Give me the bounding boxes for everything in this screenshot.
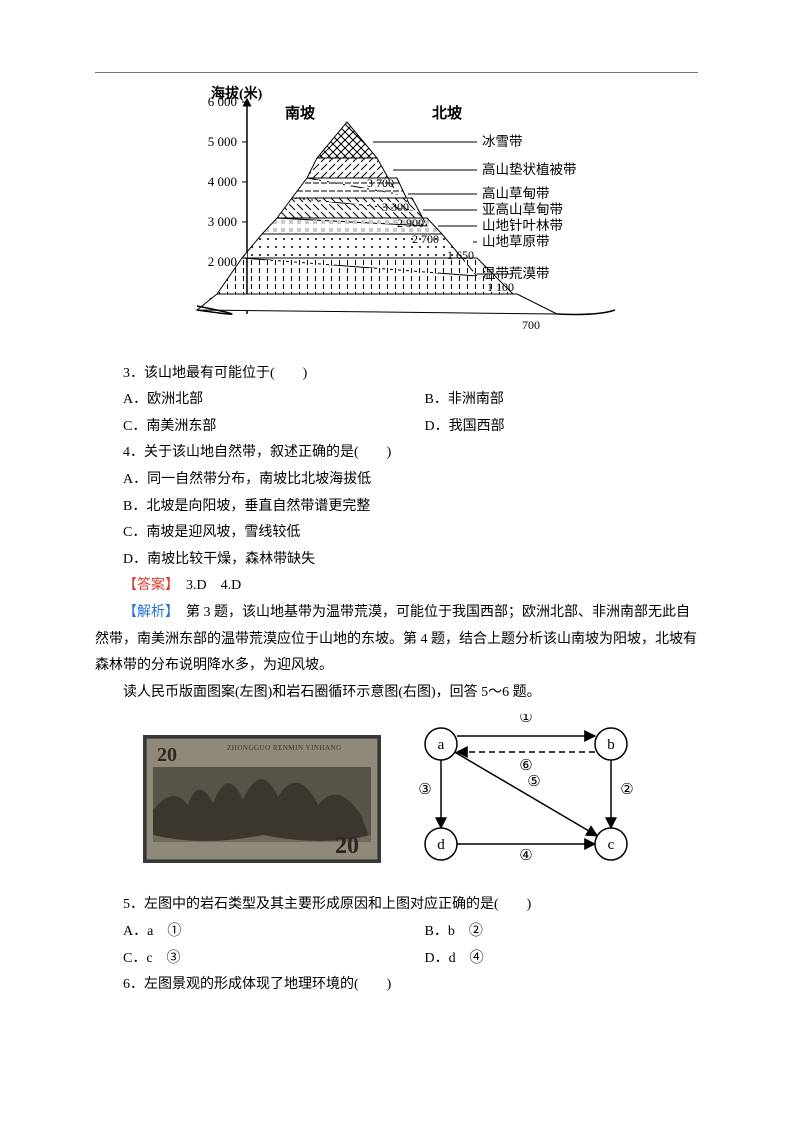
q5-opt-b: B．b ② <box>397 919 699 946</box>
q5-opt-c: C．c ③ <box>95 946 397 973</box>
svg-text:⑥: ⑥ <box>519 758 532 774</box>
svg-text:⑤: ⑤ <box>527 774 540 790</box>
q4-opt-b: B．北坡是向阳坡，垂直自然带谱更完整 <box>95 494 698 521</box>
svg-text:②: ② <box>620 782 633 798</box>
svg-text:2 900: 2 900 <box>397 216 424 230</box>
read-line: 读人民币版面图案(左图)和岩石圈循环示意图(右图)，回答 5～6 题。 <box>95 680 698 707</box>
analysis-block: 【解析】 第 3 题，该山地基带为温带荒漠，可能位于我国西部；欧洲北部、非洲南部… <box>95 600 698 680</box>
q3-opt-b: B．非洲南部 <box>397 387 699 414</box>
q5-opt-a: A．a ① <box>95 919 397 946</box>
svg-text:2 000: 2 000 <box>207 254 236 269</box>
q4-opt-d: D．南坡比较干燥，森林带缺失 <box>95 547 698 574</box>
svg-text:南坡: 南坡 <box>285 104 315 122</box>
svg-text:d: d <box>437 837 445 853</box>
q3-stem: 3．该山地最有可能位于( ) <box>95 361 698 388</box>
q4-stem: 4．关于该山地自然带，叙述正确的是( ) <box>95 440 698 467</box>
answer-line: 【答案】 3.D 4.D <box>95 573 698 600</box>
svg-text:ZHONGGUO RENMIN YINHANG: ZHONGGUO RENMIN YINHANG <box>227 744 342 752</box>
q6-stem: 6．左图景观的形成体现了地理环境的( ) <box>95 972 698 999</box>
svg-text:6 000: 6 000 <box>207 94 236 109</box>
q4-opt-c: C．南坡是迎风坡，雪线较低 <box>95 520 698 547</box>
q3-row1: A．欧洲北部 B．非洲南部 <box>95 387 698 414</box>
banknote-image: 20 ZHONGGUO RENMIN YINHANG 20 <box>143 735 381 863</box>
rock-cycle-diagram: ① ⑥ ② ③ ④ ⑤ a b d c <box>411 714 651 884</box>
q3-opt-c: C．南美洲东部 <box>95 414 397 441</box>
svg-text:④: ④ <box>519 848 532 864</box>
q5-stem: 5．左图中的岩石类型及其主要形成原因和上图对应正确的是( ) <box>95 892 698 919</box>
q5-opt-d: D．d ④ <box>397 946 699 973</box>
svg-text:冰雪带: 冰雪带 <box>482 134 523 149</box>
svg-text:亚高山草甸带: 亚高山草甸带 <box>482 201 563 217</box>
mountain-chart: 海拔(米)6 0005 0004 0003 0002 0001 000南坡北坡冰… <box>95 84 698 355</box>
answer-label: 【答案】 <box>123 578 172 593</box>
svg-text:3 000: 3 000 <box>207 214 236 229</box>
analysis-text: 第 3 题，该山地基带为温带荒漠，可能位于我国西部；欧洲北部、非洲南部无此自然带… <box>95 605 697 673</box>
mountain-chart-svg: 海拔(米)6 0005 0004 0003 0002 0001 000南坡北坡冰… <box>177 84 617 344</box>
q3-row2: C．南美洲东部 D．我国西部 <box>95 414 698 441</box>
svg-text:b: b <box>607 737 615 753</box>
svg-text:a: a <box>437 737 444 753</box>
svg-text:c: c <box>607 837 614 853</box>
svg-text:1 100: 1 100 <box>487 280 514 294</box>
svg-text:北坡: 北坡 <box>432 104 462 122</box>
page: 海拔(米)6 0005 0004 0003 0002 0001 000南坡北坡冰… <box>0 0 793 1122</box>
svg-text:3 700: 3 700 <box>367 176 394 190</box>
svg-text:高山草甸带: 高山草甸带 <box>482 185 550 201</box>
svg-text:③: ③ <box>418 782 431 798</box>
svg-text:山地针叶林带: 山地针叶林带 <box>482 218 563 233</box>
svg-text:20: 20 <box>157 744 177 766</box>
svg-text:3 300: 3 300 <box>382 200 409 214</box>
svg-text:温带荒漠带: 温带荒漠带 <box>482 266 550 281</box>
q3-opt-d: D．我国西部 <box>397 414 699 441</box>
q4-opt-a: A．同一自然带分布，南坡比北坡海拔低 <box>95 467 698 494</box>
q5-row2: C．c ③ D．d ④ <box>95 946 698 973</box>
q5-row1: A．a ① B．b ② <box>95 919 698 946</box>
svg-text:1 650: 1 650 <box>447 248 474 262</box>
figure-row: 20 ZHONGGUO RENMIN YINHANG 20 ① ⑥ ② ③ ④ ⑤ a b d c <box>95 714 698 884</box>
analysis-label: 【解析】 <box>123 605 172 620</box>
svg-text:700: 700 <box>522 318 540 332</box>
svg-text:①: ① <box>519 714 532 726</box>
q3-opt-a: A．欧洲北部 <box>95 387 397 414</box>
svg-text:4 000: 4 000 <box>207 174 236 189</box>
svg-text:20: 20 <box>335 833 359 859</box>
svg-text:2 700: 2 700 <box>412 232 439 246</box>
svg-text:山地草原带: 山地草原带 <box>482 234 550 249</box>
svg-text:高山垫状植被带: 高山垫状植被带 <box>482 161 577 177</box>
answer-text: 3.D 4.D <box>172 578 241 593</box>
svg-text:5 000: 5 000 <box>207 134 236 149</box>
top-rule <box>95 72 698 73</box>
